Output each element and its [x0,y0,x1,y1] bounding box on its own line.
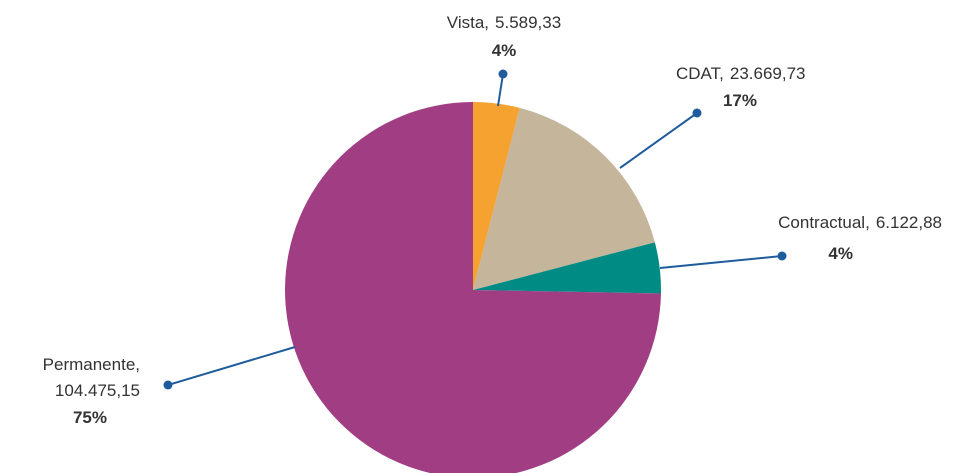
value-label: 104.475,15 [55,381,140,400]
data-label: CDAT, 23.669,73 [676,64,806,83]
pie-slice [473,102,520,290]
data-label: Contractual, 6.122,88 [778,213,942,232]
leader-line [619,112,698,169]
value-label: 5.589,33 [495,13,561,32]
leader-dot [692,108,702,118]
pie-slice [473,242,661,294]
percent-label: 17% [723,91,757,110]
value-label: 23.669,73 [730,64,806,83]
leader-dot [777,251,787,261]
percent-label: 4% [492,41,517,60]
leader-dot [498,69,508,79]
data-label: Vista, 5.589,33 [447,13,561,32]
percent-label: 4% [828,244,853,263]
leader-line [167,346,296,386]
percent-label: 75% [73,408,107,427]
pie-slice [473,107,655,290]
pie-slice [285,102,661,473]
data-label: 17% [723,91,757,110]
leader-line [659,255,783,269]
data-label: 4% [492,41,517,60]
category-label: Vista, [447,13,489,32]
leader-line [497,73,504,107]
leader-dot [163,380,173,390]
category-label: Permanente, [43,355,140,374]
data-label: Permanente, [43,355,140,374]
data-label: 104.475,15 [55,381,140,400]
category-label: Contractual, [778,213,870,232]
data-label: 75% [73,408,107,427]
value-label: 6.122,88 [876,213,942,232]
category-label: CDAT, [676,64,724,83]
data-label: 4% [828,244,853,263]
